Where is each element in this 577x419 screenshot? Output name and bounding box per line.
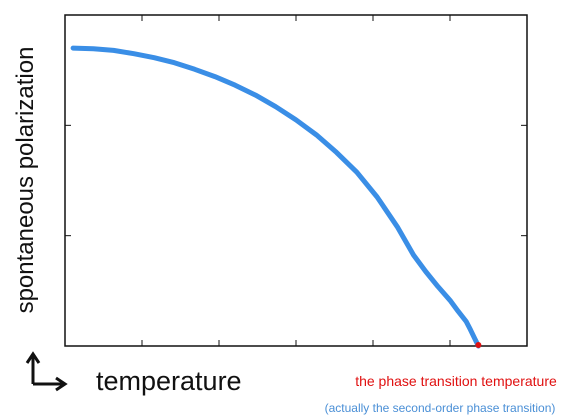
phase-transition-annotation: the phase transition temperature	[355, 373, 557, 389]
y-axis-label: spontaneous polarization	[12, 47, 39, 314]
transition-point-marker	[475, 342, 482, 348]
second-order-note: (actually the second-order phase transit…	[325, 401, 556, 415]
y-axis-ticks	[65, 124, 527, 237]
axes-arrow-icon	[25, 351, 68, 392]
x-axis-label: temperature	[96, 366, 242, 396]
x-axis-ticks	[141, 15, 451, 346]
plot-area-frame	[64, 14, 528, 347]
series-line	[70, 45, 481, 349]
